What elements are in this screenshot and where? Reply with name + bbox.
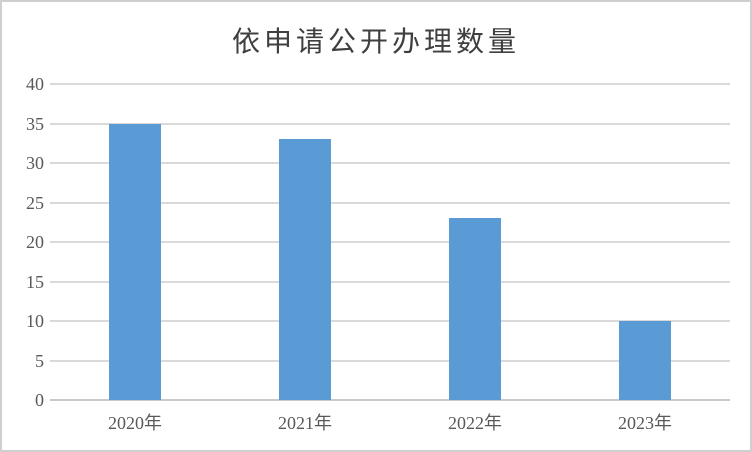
x-axis-tick-label: 2021年 bbox=[278, 413, 332, 433]
y-axis-tick-label: 0 bbox=[35, 390, 44, 410]
x-axis-tick-label: 2023年 bbox=[618, 413, 672, 433]
y-axis-tick-label: 20 bbox=[26, 232, 44, 252]
gridline-y20 bbox=[50, 241, 730, 243]
y-axis-tick-label: 30 bbox=[26, 153, 44, 173]
y-axis-tick-label: 10 bbox=[26, 311, 44, 331]
bar-2023年 bbox=[619, 321, 671, 400]
gridline-y15 bbox=[50, 280, 730, 283]
gridline-y30 bbox=[50, 162, 730, 164]
y-axis-tick-label: 25 bbox=[26, 192, 44, 213]
bar-2020年 bbox=[109, 123, 161, 400]
bar-2021年 bbox=[279, 139, 331, 400]
gridline-y40 bbox=[50, 83, 730, 85]
y-axis-tick-label: 40 bbox=[26, 74, 44, 94]
y-axis-tick-label: 5 bbox=[35, 350, 44, 371]
gridline-y35 bbox=[50, 122, 730, 125]
x-axis-tick-label: 2020年 bbox=[108, 413, 162, 433]
y-axis-tick-label: 35 bbox=[26, 113, 44, 134]
gridline-y25 bbox=[50, 201, 730, 204]
x-axis-line bbox=[50, 399, 730, 401]
x-axis-tick-label: 2022年 bbox=[448, 413, 502, 433]
chart-title: 依申请公开办理数量 bbox=[231, 27, 520, 58]
y-axis-tick-label: 15 bbox=[26, 271, 44, 292]
bar-2022年 bbox=[449, 218, 501, 400]
gridline-y5 bbox=[50, 359, 730, 362]
gridline-y10 bbox=[50, 320, 730, 322]
